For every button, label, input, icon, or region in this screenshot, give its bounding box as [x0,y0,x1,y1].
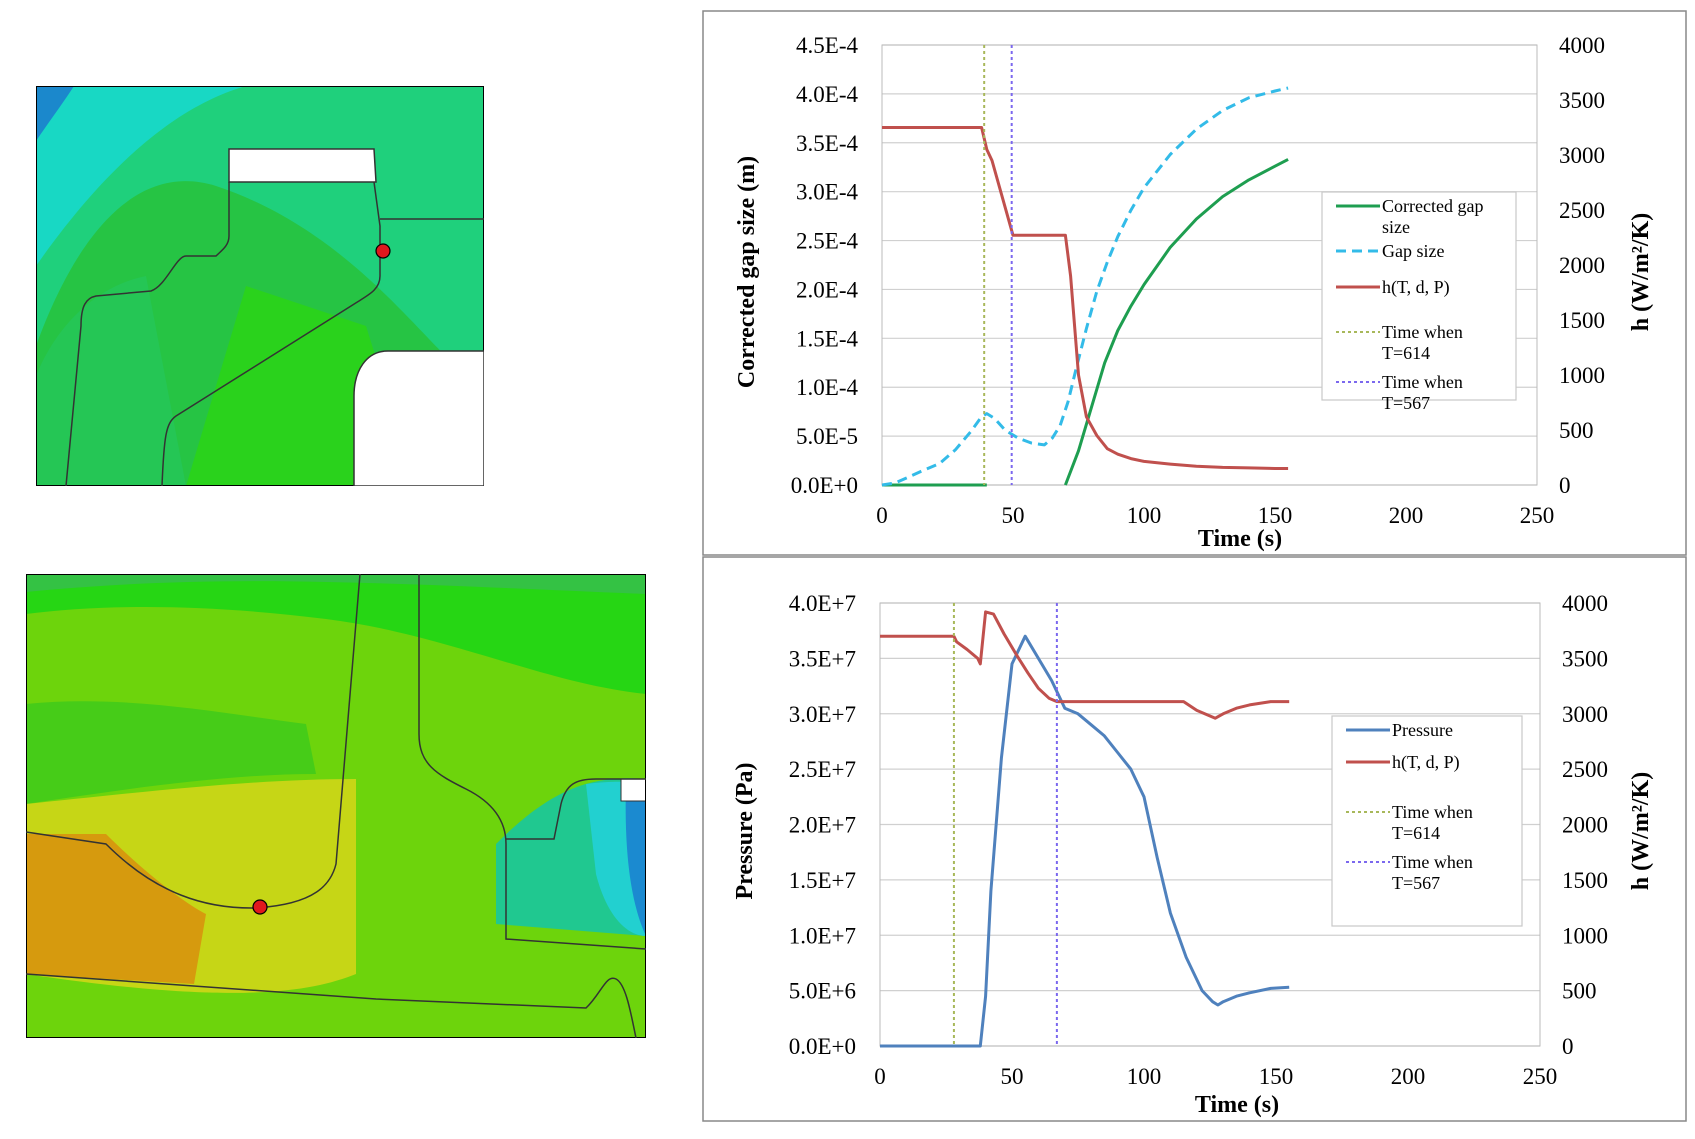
y-tick-label: 5.0E+6 [789,979,856,1004]
contour-plot-top-image [36,86,484,486]
y2-tick-label: 4000 [1559,33,1605,58]
y-tick-label: 0.0E+0 [789,1034,856,1059]
y-tick-label: 2.0E+7 [789,813,856,838]
y2-tick-label: 1500 [1562,868,1608,893]
probe-point-marker [375,243,391,259]
y-tick-label: 3.0E-4 [796,180,858,205]
series-line-h-t-d-p [880,610,1290,720]
y2-tick-label: 500 [1562,979,1597,1004]
x-tick-label: 100 [1127,503,1162,528]
y2-tick-label: 3500 [1562,646,1608,671]
y2-tick-label: 3000 [1559,143,1605,168]
y2-tick-label: 0 [1562,1034,1574,1059]
gap-size-chart-svg: 0.0E+0 5.0E-5 1.0E-4 1.5E-4 2.0E-4 2.5E-4 3.0E… [702,10,1687,556]
y-tick-label: 3.0E+7 [789,702,856,727]
x-axis-label: Time (s) [1195,1092,1279,1118]
x-tick-label: 0 [876,503,888,528]
pressure-chart-svg: 0.0E+0 5.0E+6 1.0E+7 1.5E+7 2.0E+7 2.5E+7 3.0E… [702,556,1687,1122]
series-line-h-t-d-p [882,126,1289,470]
legend-label: size [1382,217,1410,237]
y2-tick-label: 500 [1559,418,1594,443]
series-line-gap-size [881,86,1289,487]
x-tick-label: 250 [1523,1064,1558,1089]
series-line-pressure [880,634,1290,1048]
legend-box [1331,715,1523,927]
x-tick-label: 200 [1391,1064,1426,1089]
y2-tick-label: 2000 [1562,813,1608,838]
legend-label: Gap size [1382,241,1444,261]
legend-label: T=567 [1382,393,1430,413]
y-tick-label: 4.0E-4 [796,82,858,107]
x-tick-label: 150 [1259,1064,1294,1089]
y-tick-label: 1.0E+7 [789,923,856,948]
probe-point-marker [252,899,268,915]
y-tick-label: 3.5E-4 [796,131,858,156]
legend-label: Pressure [1392,720,1453,740]
y2-tick-label: 2500 [1562,757,1608,782]
y-tick-label: 1.0E-4 [796,375,858,400]
y2-tick-label: 3500 [1559,88,1605,113]
x-tick-label: 100 [1127,1064,1162,1089]
gap-size-chart: 0.0E+0 5.0E-5 1.0E-4 1.5E-4 2.0E-4 2.5E-4 3.0E… [702,10,1687,556]
legend-label: T=614 [1382,343,1430,363]
y-tick-label: 5.0E-5 [796,424,858,449]
y2-axis-label: h (W/m²/K) [1628,213,1654,332]
y2-tick-label: 2000 [1559,253,1605,278]
x-tick-label: 50 [1001,1064,1024,1089]
y2-tick-label: 1000 [1559,363,1605,388]
series-line-corrected-gap-size [882,158,1289,487]
legend-label: T=614 [1392,823,1440,843]
legend-label: h(T, d, P) [1392,752,1460,773]
y-tick-label: 1.5E-4 [796,326,858,351]
y2-tick-label: 4000 [1562,591,1608,616]
y-axis-label: Pressure (Pa) [732,762,758,899]
legend-label: Time when [1382,372,1463,392]
y2-axis-label: h (W/m²/K) [1628,772,1654,891]
legend-label: Time when [1392,852,1473,872]
y-axis-label: Corrected gap size (m) [734,156,760,388]
x-tick-label: 200 [1389,503,1424,528]
y2-tick-label: 1500 [1559,308,1605,333]
y-tick-label: 2.0E-4 [796,277,858,302]
pressure-chart: 0.0E+0 5.0E+6 1.0E+7 1.5E+7 2.0E+7 2.5E+7 3.0E… [702,556,1687,1134]
y-tick-label: 4.0E+7 [789,591,856,616]
x-tick-label: 50 [1002,503,1025,528]
x-tick-label: 0 [874,1064,886,1089]
legend-label: Time when [1382,322,1463,342]
legend-label: Corrected gap [1382,196,1483,216]
legend-label: T=567 [1392,873,1440,893]
legend-label: h(T, d, P) [1382,277,1450,298]
contour-plot-bottom-image [26,574,646,1038]
y-tick-label: 2.5E-4 [796,229,858,254]
x-tick-label: 250 [1520,503,1555,528]
contour-plot-top [36,86,484,486]
y-tick-label: 2.5E+7 [789,757,856,782]
y-tick-label: 3.5E+7 [789,646,856,671]
y-tick-label: 0.0E+0 [791,473,858,498]
legend-box [1321,191,1517,401]
y-tick-label: 4.5E-4 [796,33,858,58]
x-tick-label: 150 [1258,503,1293,528]
contour-plot-bottom [26,574,646,1038]
y2-tick-label: 3000 [1562,702,1608,727]
x-axis-label: Time (s) [1198,526,1282,552]
y-tick-label: 1.5E+7 [789,868,856,893]
y2-tick-label: 1000 [1562,923,1608,948]
y2-tick-label: 2500 [1559,198,1605,223]
legend-label: Time when [1392,802,1473,822]
y2-tick-label: 0 [1559,473,1571,498]
